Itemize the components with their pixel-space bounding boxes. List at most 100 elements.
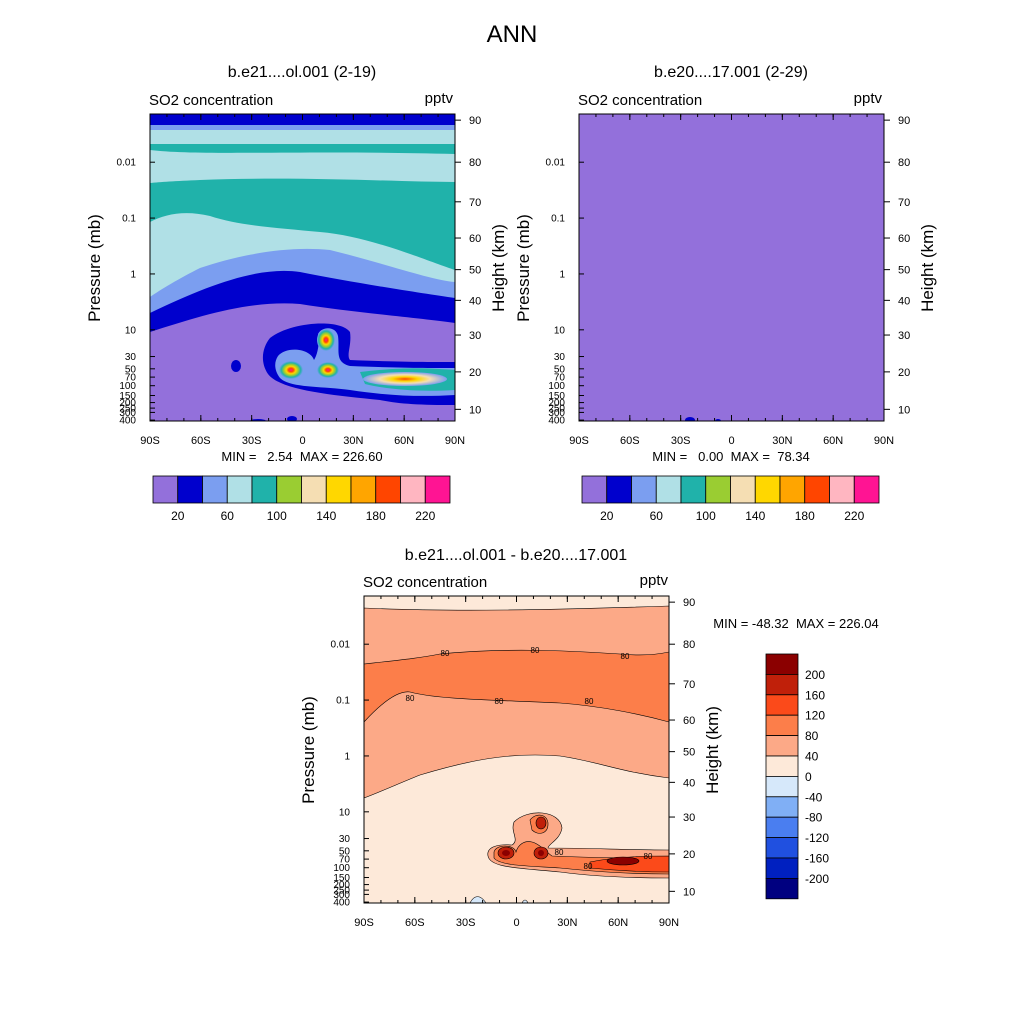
colorbar-label: 60 [221, 509, 235, 523]
figure-title: ANN [487, 21, 538, 48]
colorbar-swatch [754, 475, 781, 504]
y-tick-label: 70 [554, 373, 566, 384]
y-right-tick-label: 30 [683, 812, 695, 824]
x-tick-label: 90S [354, 917, 374, 929]
x-tick-label: 30N [557, 917, 577, 929]
x-tick-label: 30N [772, 435, 792, 447]
x-tick-label: 90S [140, 435, 160, 447]
x-tick-label: 60S [620, 435, 640, 447]
x-tick-label: 30S [671, 435, 691, 447]
y-tick-label: 50 [554, 364, 566, 375]
colorbar-swatch [152, 475, 179, 504]
x-tick-label: 60N [608, 917, 628, 929]
panel-b-axes: 90S 60S 30S 0 30N 60N 90N0.010.111030507010015… [546, 114, 910, 447]
y-tick-label: 200 [548, 398, 565, 409]
colorbar-label: 120 [805, 709, 825, 723]
colorbar-swatch [705, 475, 731, 504]
y-right-tick-label: 20 [469, 367, 481, 379]
x-tick-label: 30N [343, 435, 363, 447]
y-tick-label: 10 [554, 325, 566, 336]
colorbar-label: 40 [805, 750, 819, 764]
colorbar-swatch [829, 475, 855, 504]
y-right-tick-label: 90 [898, 115, 910, 127]
y-right-tick-label: 30 [469, 330, 481, 342]
colorbar-swatch [424, 475, 451, 504]
plume-core [535, 816, 547, 830]
y-tick-label: 70 [339, 855, 351, 866]
colorbar-swatch [631, 475, 657, 504]
colorbar-label: -160 [805, 852, 829, 866]
plume-core [363, 372, 447, 386]
panel-c-ylabel-right: Height (km) [703, 706, 722, 794]
x-tick-label: 60N [823, 435, 843, 447]
y-tick-label: 400 [333, 898, 350, 909]
colorbar-swatch [350, 475, 377, 504]
y-right-tick-label: 10 [898, 404, 910, 416]
panel-a-stats: MIN = 2.54 MAX = 226.60 [221, 449, 382, 464]
y-right-tick-label: 90 [683, 597, 695, 609]
y-tick-label: 50 [339, 846, 351, 857]
plume-core [279, 361, 303, 379]
y-tick-label: 400 [119, 416, 136, 427]
contour-label: 80 [644, 852, 653, 861]
contour-label: 80 [495, 697, 504, 706]
contour-labels: 80 80 80 80 80 80 80 80 80 [406, 646, 653, 871]
x-tick-label: 0 [513, 917, 519, 929]
y-right-tick-label: 60 [469, 233, 481, 245]
x-tick-label: 90N [659, 917, 679, 929]
colorbar-swatch [680, 475, 707, 504]
colorbar-swatch [765, 714, 799, 737]
y-tick-label: 1 [130, 269, 136, 280]
panel-b-variable: SO2 concentration [578, 92, 702, 109]
colorbar-swatch [779, 475, 806, 504]
plume-core [538, 850, 544, 856]
y-tick-label: 250 [119, 404, 136, 415]
y-right-tick-label: 40 [683, 777, 695, 789]
y-right-tick-label: 70 [683, 679, 695, 691]
panel-difference: b.e21....ol.001 - b.e20....17.001 SO2 co… [299, 547, 879, 929]
plume-core [606, 856, 640, 866]
y-right-tick-label: 30 [898, 330, 910, 342]
y-right-tick-label: 50 [469, 265, 481, 277]
colorbar-label: 0 [805, 770, 812, 784]
y-tick-label: 10 [125, 325, 137, 336]
colorbar-swatch [301, 475, 327, 504]
colorbar-label: -40 [805, 790, 823, 804]
x-tick-label: 90N [874, 435, 894, 447]
colorbar-swatch [202, 475, 228, 504]
panel-model-b: b.e20....17.001 (2-29) SO2 concentration… [514, 64, 937, 523]
colorbar-label: -200 [805, 872, 829, 886]
y-tick-label: 400 [548, 416, 565, 427]
panel-c-title: b.e21....ol.001 - b.e20....17.001 [405, 547, 627, 564]
band-fill [150, 150, 455, 183]
x-tick-label: 60S [191, 435, 211, 447]
y-tick-label: 0.01 [546, 158, 566, 169]
y-tick-label: 30 [125, 352, 137, 363]
panel-a-variable: SO2 concentration [149, 92, 273, 109]
colorbar-swatch [765, 776, 799, 798]
colorbar-swatch [226, 475, 253, 504]
panel-c-axes: 90S 60S 30S 0 30N 60N 90N0.010.111030507010015… [331, 596, 695, 929]
y-tick-label: 200 [333, 880, 350, 891]
panel-b-title: b.e20....17.001 (2-29) [654, 64, 808, 81]
contour-label: 80 [621, 652, 630, 661]
y-tick-label: 1 [559, 269, 565, 280]
colorbar-label: 60 [650, 509, 664, 523]
y-right-tick-label: 80 [469, 157, 481, 169]
y-tick-label: 300 [548, 408, 565, 419]
y-tick-label: 250 [548, 404, 565, 415]
y-tick-label: 250 [333, 886, 350, 897]
y-tick-label: 0.1 [336, 696, 350, 707]
panel-b-plot [579, 114, 884, 421]
colorbar-swatch [606, 475, 632, 504]
panel-c-ylabel: Pressure (mb) [299, 696, 318, 804]
colorbar-swatch [765, 755, 799, 777]
x-tick-label: 30S [242, 435, 262, 447]
colorbar-label: 100 [267, 509, 287, 523]
contour-label: 80 [406, 694, 415, 703]
colorbar-swatch [765, 796, 799, 818]
y-tick-label: 300 [333, 890, 350, 901]
y-right-tick-label: 60 [898, 233, 910, 245]
panel-c-units: pptv [640, 572, 669, 589]
